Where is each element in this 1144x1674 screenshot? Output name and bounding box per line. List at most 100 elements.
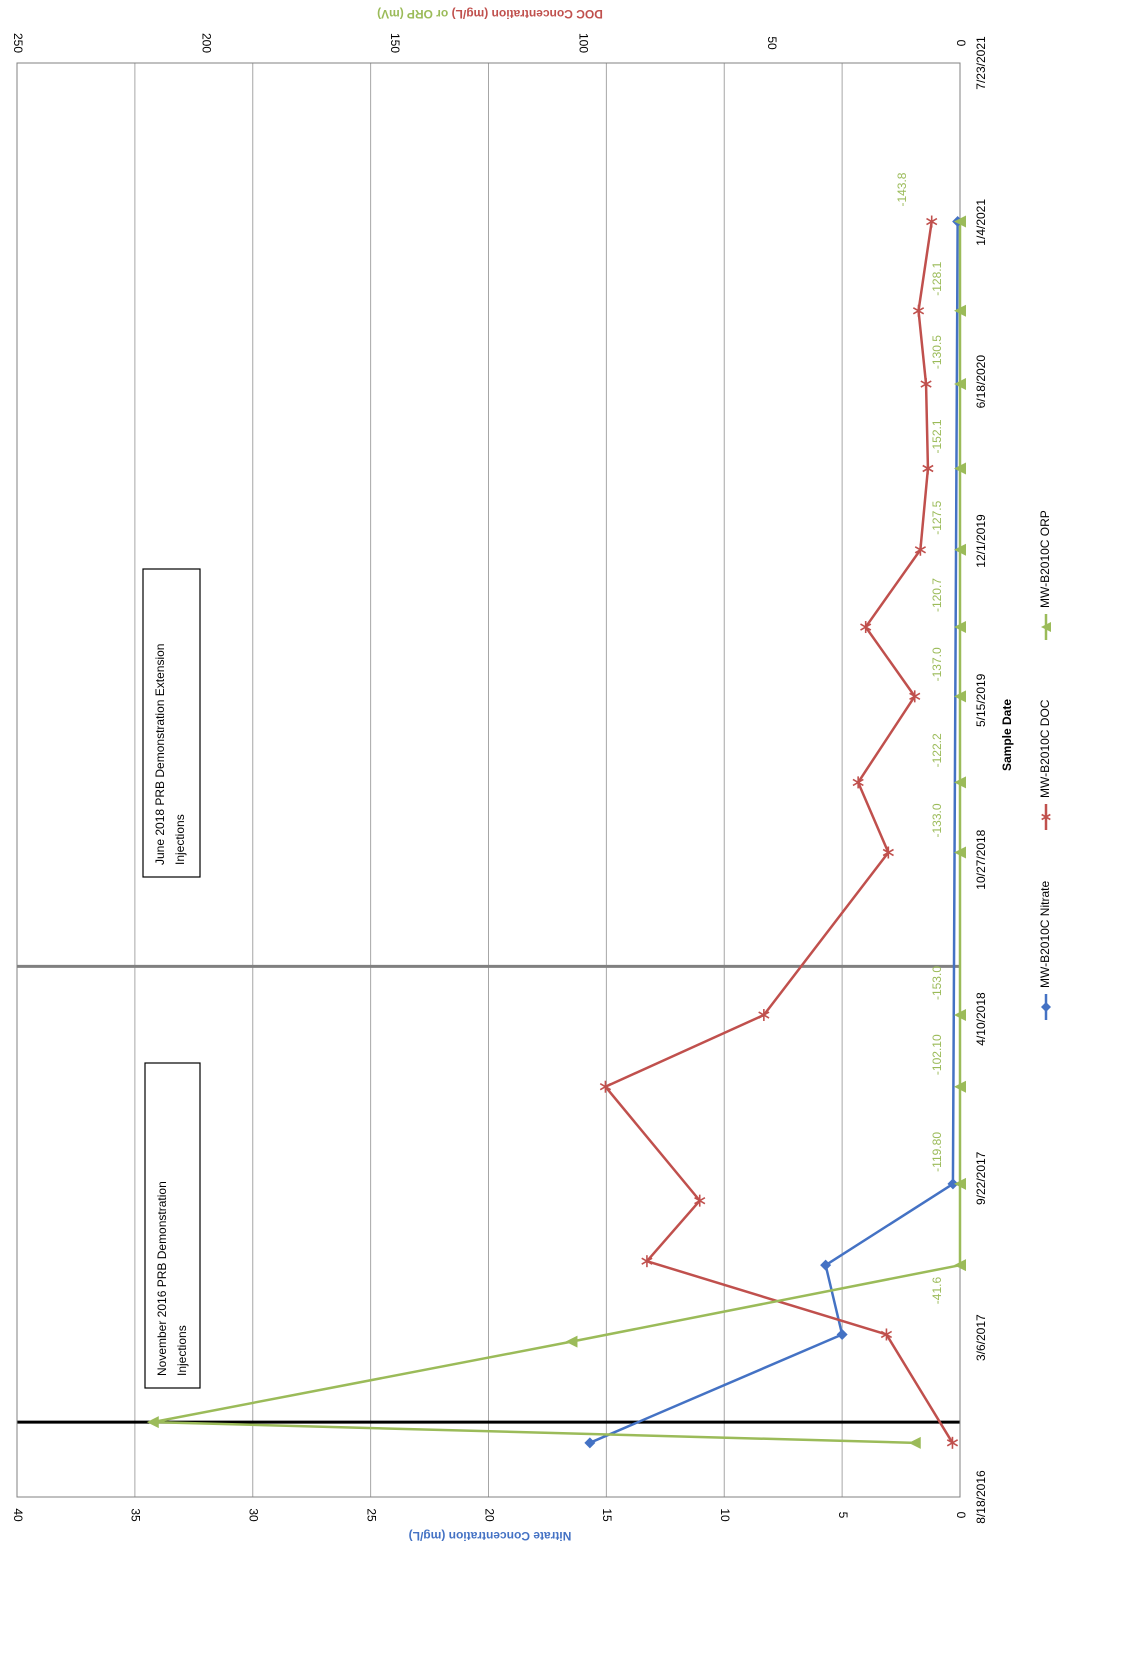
- data-label: -128.1: [930, 261, 944, 295]
- data-point: [954, 1177, 966, 1190]
- data-point: [946, 1436, 959, 1449]
- data-label: -143.8: [895, 172, 909, 206]
- data-point: [852, 776, 864, 789]
- annotation-text: June 2018 PRB Demonstration Extension: [153, 644, 167, 865]
- data-point-stroke: [694, 1196, 706, 1205]
- data-point-stroke: [914, 546, 926, 554]
- y-right-tick-label: 200: [199, 33, 213, 53]
- data-point: [599, 1080, 612, 1093]
- y-left-tick-label: 20: [482, 1508, 496, 1522]
- annotation-text: Injections: [173, 814, 187, 865]
- legend-swatch-marker: [1041, 812, 1051, 822]
- data-label: -119.80: [930, 1132, 944, 1172]
- data-point-stroke: [909, 692, 921, 701]
- data-point: [584, 1437, 596, 1449]
- y-right-tick-label: 150: [388, 33, 402, 53]
- data-label: -137.0: [930, 647, 944, 681]
- x-tick-label: 10/27/2018: [974, 829, 988, 889]
- x-tick-label: 1/4/2021: [974, 199, 988, 246]
- x-tick-label: 4/10/2018: [974, 992, 988, 1046]
- annotations: November 2016 PRB Demonstration Injection…: [142, 568, 201, 1389]
- x-tick-label: 12/1/2019: [974, 514, 988, 568]
- data-point: [694, 1194, 706, 1207]
- y-right-axis-title: DOC Concentration (mg/L) or ORP (mV): [377, 7, 603, 21]
- annotation-box: [144, 1062, 201, 1389]
- data-point: [947, 1178, 959, 1190]
- data-labels: -41.6 -119.80 -102.10 -153.0 -133.0 -122.2 -13…: [895, 172, 944, 1304]
- legend: MW-B2010C Nitrate MW-B2010C DOC MW-B2010C …: [1038, 510, 1052, 1020]
- series-markers: [146, 215, 966, 1449]
- x-tick-label: 7/23/2021: [974, 36, 988, 90]
- x-tick-label: 8/18/2016: [974, 1470, 988, 1524]
- legend-star-stroke: [1041, 813, 1051, 821]
- annotation-text: Injections: [175, 1325, 189, 1376]
- data-label: -102.10: [930, 1034, 944, 1075]
- data-point: [565, 1335, 578, 1348]
- data-point-stroke: [641, 1257, 653, 1265]
- data-point-stroke: [880, 1330, 893, 1339]
- data-point-stroke: [852, 778, 864, 787]
- data-point-stroke: [926, 217, 938, 226]
- y-right-axis-title-part: or: [433, 7, 452, 21]
- data-point: [820, 1259, 832, 1271]
- x-tick-label: 9/22/2017: [974, 1151, 988, 1205]
- y-right-tick-label: 50: [765, 36, 779, 50]
- x-axis-title: Sample Date: [1000, 699, 1014, 771]
- data-point-stroke: [920, 380, 932, 388]
- data-point: [954, 215, 966, 228]
- x-tick-label: 5/15/2019: [974, 673, 988, 727]
- y-left-tick-label: 40: [11, 1508, 25, 1522]
- data-point: [880, 1328, 893, 1341]
- data-label: -152.1: [930, 419, 944, 453]
- data-point-stroke: [912, 307, 925, 315]
- y-right-tick-label: 100: [577, 33, 591, 53]
- data-point: [954, 462, 966, 475]
- data-point: [860, 621, 872, 634]
- data-point: [146, 1416, 159, 1429]
- y-left-tick-label: 30: [247, 1508, 261, 1522]
- data-point: [836, 1328, 848, 1340]
- data-point: [914, 543, 926, 556]
- y-left-tick-label: 35: [129, 1508, 143, 1522]
- x-tick-label: 6/18/2020: [974, 355, 988, 409]
- data-label: -153.0: [930, 966, 944, 1000]
- data-point-stroke: [882, 848, 894, 857]
- y-right-axis-title-part: DOC Concentration (mg/L): [452, 7, 603, 21]
- series-line: [151, 221, 962, 1445]
- y-right-tick-label: 0: [954, 40, 968, 47]
- data-point: [641, 1255, 653, 1268]
- y-left-tick-label: 0: [954, 1512, 968, 1519]
- y-right-axis-title-part: ORP (mV): [377, 7, 433, 21]
- data-point: [920, 378, 932, 391]
- legend-swatch-marker: [1041, 622, 1051, 632]
- legend-label: MW-B2010C DOC: [1038, 699, 1052, 798]
- data-point: [954, 621, 966, 634]
- data-point: [882, 846, 894, 859]
- y-left-tick-label: 10: [718, 1508, 732, 1522]
- data-point-stroke: [860, 623, 872, 631]
- data-point: [908, 1436, 921, 1449]
- data-point-stroke: [922, 464, 934, 473]
- y-left-tick-label: 25: [364, 1508, 378, 1522]
- data-point: [954, 304, 966, 317]
- data-point: [926, 215, 938, 228]
- data-label: -133.0: [930, 803, 944, 837]
- data-point: [954, 1259, 966, 1272]
- data-point: [912, 304, 925, 317]
- data-point-stroke: [946, 1439, 959, 1447]
- data-point: [954, 543, 966, 556]
- annotation-box: [142, 568, 201, 878]
- data-point: [922, 462, 934, 475]
- data-point: [954, 1080, 966, 1093]
- data-point-stroke: [599, 1083, 612, 1091]
- y-right-tick-label: 250: [11, 33, 25, 53]
- data-point: [909, 690, 921, 703]
- axes-text: 0 5 10 15 20 25 30 35 40 0 50 100 150 200 250 8/18/2016…: [11, 7, 1014, 1543]
- legend-label: MW-B2010C Nitrate: [1038, 881, 1052, 988]
- legend-swatch-marker: [1041, 1002, 1051, 1012]
- data-point-stroke: [758, 1011, 770, 1019]
- data-point: [758, 1009, 770, 1022]
- data-point: [954, 776, 966, 789]
